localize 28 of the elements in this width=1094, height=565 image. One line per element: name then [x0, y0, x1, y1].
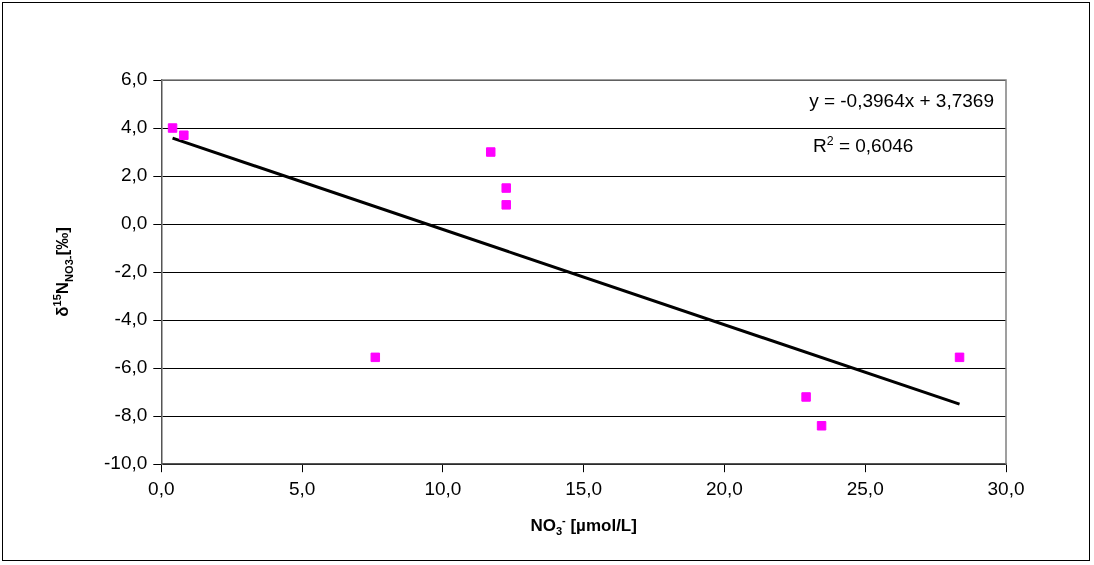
- x-tick-label: 10,0: [424, 477, 462, 499]
- point: [501, 200, 511, 210]
- point: [954, 352, 965, 363]
- y-tick-label: 2,0: [120, 164, 148, 186]
- y-tick-label: 6,0: [120, 68, 148, 90]
- x-tick-label: 0,0: [148, 477, 175, 499]
- annotation: y = -0,3964x + 3,7369: [807, 90, 996, 112]
- point: [167, 123, 178, 133]
- y-tick-label: -2,0: [114, 260, 148, 282]
- y-tick-label: -6,0: [114, 356, 148, 378]
- x-tick-label: 25,0: [846, 477, 884, 499]
- point: [370, 352, 381, 363]
- point: [816, 421, 827, 431]
- y-tick-label: 0,0: [120, 212, 148, 234]
- x-tick-label: 15,0: [565, 477, 603, 499]
- annotation: R$^{2}$ = 0,6046: [811, 130, 916, 158]
- x-tick-label: 20,0: [705, 477, 743, 499]
- y-tick-label: -8,0: [114, 404, 148, 426]
- point: [501, 183, 511, 193]
- y-tick-label: 4,0: [120, 116, 148, 138]
- x-tick-label: 30,0: [987, 477, 1025, 499]
- y-tick-label: -10,0: [103, 452, 148, 474]
- point: [179, 130, 189, 140]
- x-axis-title: NO$_{3}$$^{-}$ [µmol/L]: [530, 514, 637, 538]
- x-tick-label: 5,0: [288, 477, 316, 499]
- point: [801, 392, 811, 402]
- y-tick-label: -4,0: [114, 308, 148, 330]
- point: [485, 147, 496, 157]
